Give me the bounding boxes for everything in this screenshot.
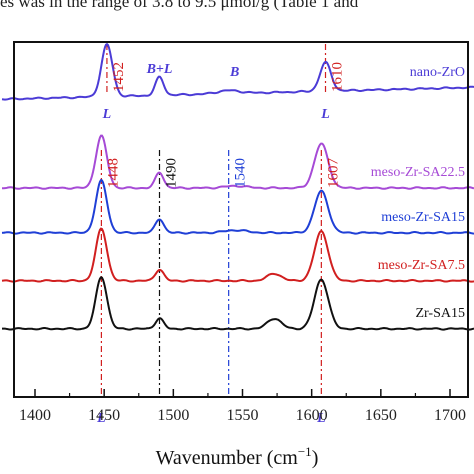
series-label-2: meso-Zr-SA15	[381, 210, 465, 225]
x-axis-title: Wavenumber (cm−1)	[156, 444, 319, 469]
peak-marker-L: L	[316, 411, 326, 426]
reference-label-1448: 1448	[105, 158, 121, 188]
spectrum-line-0	[1, 42, 474, 101]
caption-text: es was in the range of 3.8 to 9.5 μmol/g…	[0, 0, 359, 11]
x-tick-label: 1500	[157, 407, 189, 424]
x-tick-label: 1700	[434, 407, 466, 424]
series-label-4: Zr-SA15	[416, 306, 466, 321]
annotations-layer: nano-ZrO meso-Zr-SA22.5 meso-Zr-SA15 meso-Z…	[96, 62, 465, 426]
x-tick-label: 1550	[227, 407, 259, 424]
x-axis: 1400 1450 1500 1550 1600 1650 1700	[19, 389, 466, 424]
series-label-3: meso-Zr-SA7.5	[378, 258, 465, 273]
series-label-1: meso-Zr-SA22.5	[371, 165, 465, 180]
reference-lines-layer	[100, 44, 327, 396]
x-tick-label: 1450	[88, 407, 120, 424]
series-label-0: nano-ZrO	[410, 65, 465, 80]
x-tick-label: 1600	[296, 407, 328, 424]
peak-marker-B-L: B+L	[146, 62, 173, 77]
peak-marker-L: L	[96, 411, 106, 426]
spectra-layer	[1, 42, 474, 331]
spectrum-line-4	[2, 276, 474, 331]
reference-label-1540: 1540	[233, 158, 249, 188]
spectrum-line-2	[1, 178, 474, 235]
peak-marker-L: L	[320, 107, 330, 122]
plot-frame	[13, 41, 469, 398]
reference-label-1490: 1490	[164, 158, 180, 188]
reference-label-1610: 1610	[330, 62, 346, 92]
reference-label-1452: 1452	[111, 62, 127, 92]
peak-marker-B: B	[229, 65, 239, 80]
x-tick-label: 1650	[365, 407, 397, 424]
reference-label-1607: 1607	[325, 158, 341, 189]
peak-marker-L: L	[102, 107, 112, 122]
spectrum-line-1	[2, 134, 474, 190]
x-tick-label: 1400	[19, 407, 51, 424]
spectrum-line-3	[1, 227, 474, 283]
